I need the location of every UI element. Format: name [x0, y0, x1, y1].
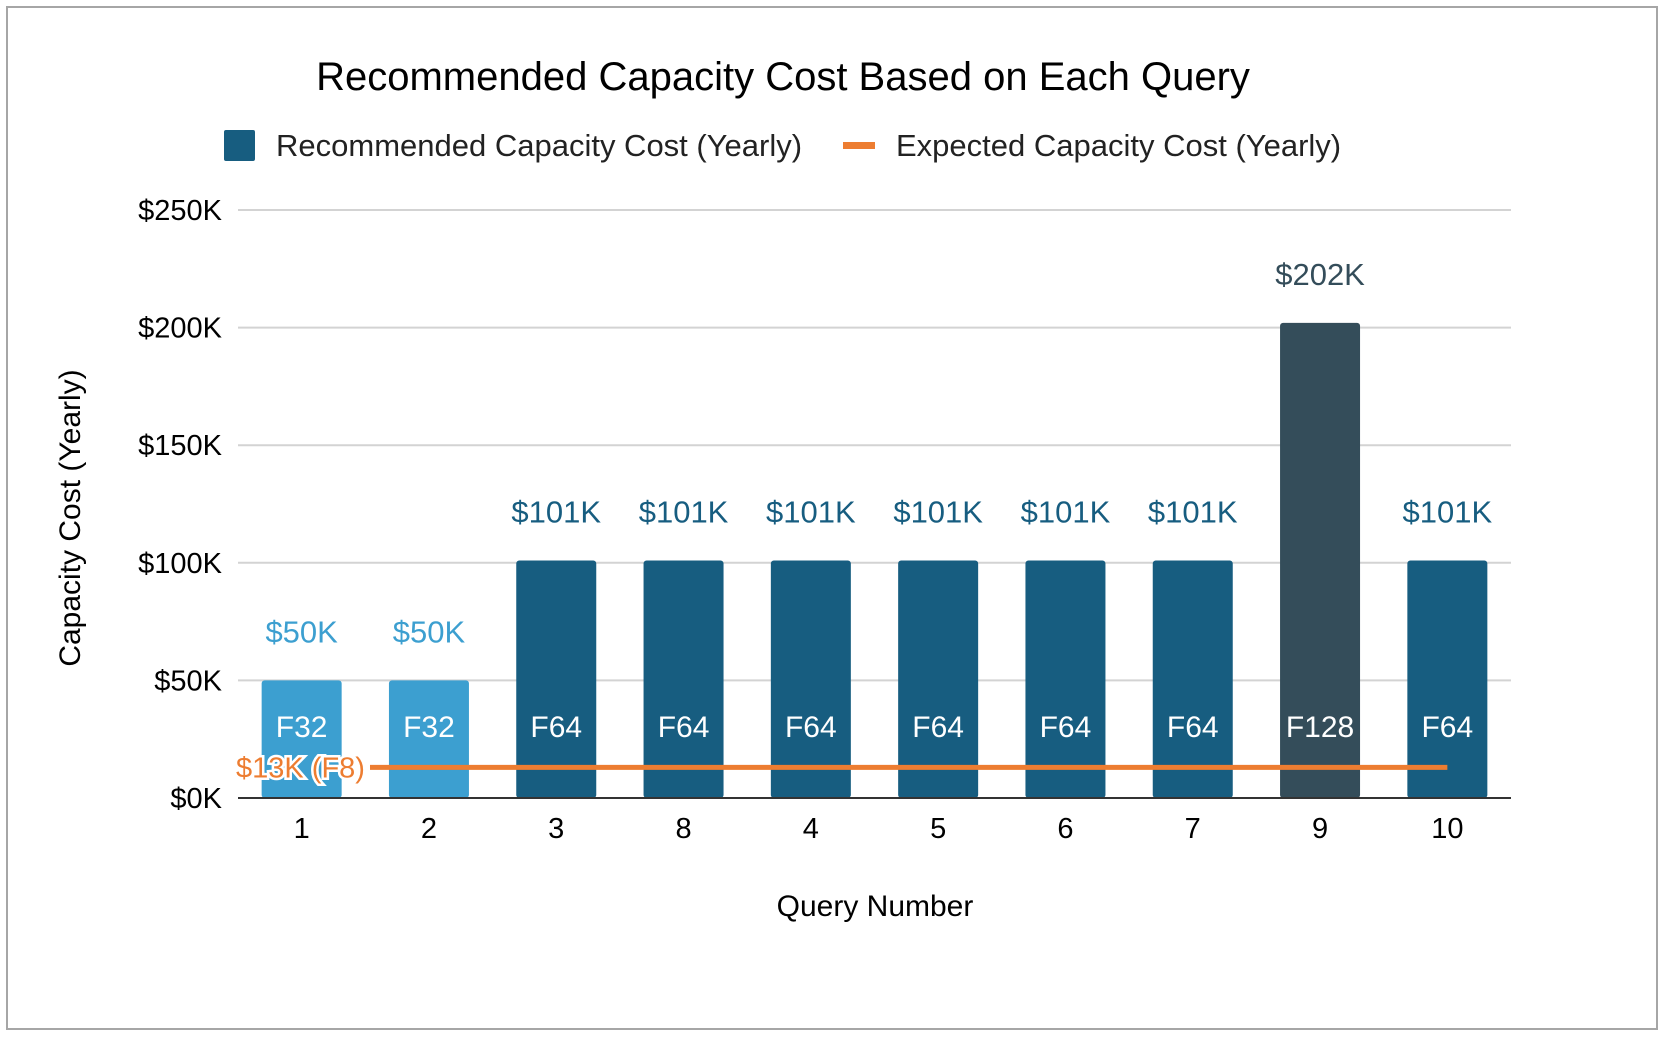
bar-query-10 [1407, 560, 1487, 798]
bar-query-7 [1153, 560, 1233, 798]
tier-label: F64 [1421, 711, 1473, 744]
legend-swatch-expected [843, 142, 875, 149]
y-tick-label: $50K [154, 665, 222, 697]
chart-frame: Recommended Capacity Cost Based on Each … [6, 6, 1658, 1030]
value-label: $101K [1403, 494, 1493, 529]
chart-canvas: Recommended Capacity Cost Based on Each … [8, 8, 1660, 1032]
x-tick-label: 4 [803, 813, 819, 845]
bar-query-3 [516, 560, 596, 798]
x-axis-ticks: 1 2 3 8 4 5 6 7 9 10 [294, 813, 1464, 845]
legend-swatch-recommended [224, 130, 255, 161]
value-label: $50K [265, 614, 338, 649]
tier-label: F64 [530, 711, 582, 744]
expected-cost-label: $13K (F8) [236, 752, 365, 784]
y-tick-label: $250K [138, 195, 223, 227]
tier-label: F32 [403, 711, 455, 744]
value-label: $101K [1021, 494, 1111, 529]
bar-query-4 [771, 560, 851, 798]
x-axis-title: Query Number [777, 890, 974, 923]
x-tick-label: 6 [1057, 813, 1073, 845]
x-tick-label: 9 [1312, 813, 1328, 845]
tier-label: F64 [785, 711, 837, 744]
x-tick-label: 5 [930, 813, 946, 845]
value-label: $50K [393, 614, 466, 649]
x-tick-label: 8 [675, 813, 691, 845]
bar-query-8 [644, 560, 724, 798]
tier-label: F64 [658, 711, 710, 744]
x-tick-label: 1 [294, 813, 310, 845]
bar-query-6 [1025, 560, 1105, 798]
x-tick-label: 2 [421, 813, 437, 845]
y-tick-label: $200K [138, 313, 223, 345]
value-label: $101K [639, 494, 729, 529]
value-label: $101K [1148, 494, 1238, 529]
value-label: $101K [766, 494, 856, 529]
chart-title: Recommended Capacity Cost Based on Each … [316, 55, 1250, 99]
value-label: $202K [1275, 257, 1365, 292]
y-axis-ticks: $0K $50K $100K $150K $200K $250K [138, 195, 223, 815]
tier-label: F64 [1167, 711, 1219, 744]
x-tick-label: 3 [548, 813, 564, 845]
bar-query-5 [898, 560, 978, 798]
y-axis-title: Capacity Cost (Yearly) [54, 369, 87, 666]
y-tick-label: $0K [170, 783, 222, 815]
value-label: $101K [893, 494, 983, 529]
x-tick-label: 7 [1185, 813, 1201, 845]
value-label: $101K [511, 494, 601, 529]
tier-label: F64 [1040, 711, 1092, 744]
legend-label-expected: Expected Capacity Cost (Yearly) [896, 128, 1341, 163]
tier-label: F32 [276, 711, 328, 744]
x-tick-label: 10 [1431, 813, 1463, 845]
legend-label-recommended: Recommended Capacity Cost (Yearly) [276, 128, 802, 163]
tier-label: F64 [912, 711, 964, 744]
y-tick-label: $150K [138, 430, 223, 462]
tier-label: F128 [1286, 711, 1354, 744]
y-tick-label: $100K [138, 548, 223, 580]
